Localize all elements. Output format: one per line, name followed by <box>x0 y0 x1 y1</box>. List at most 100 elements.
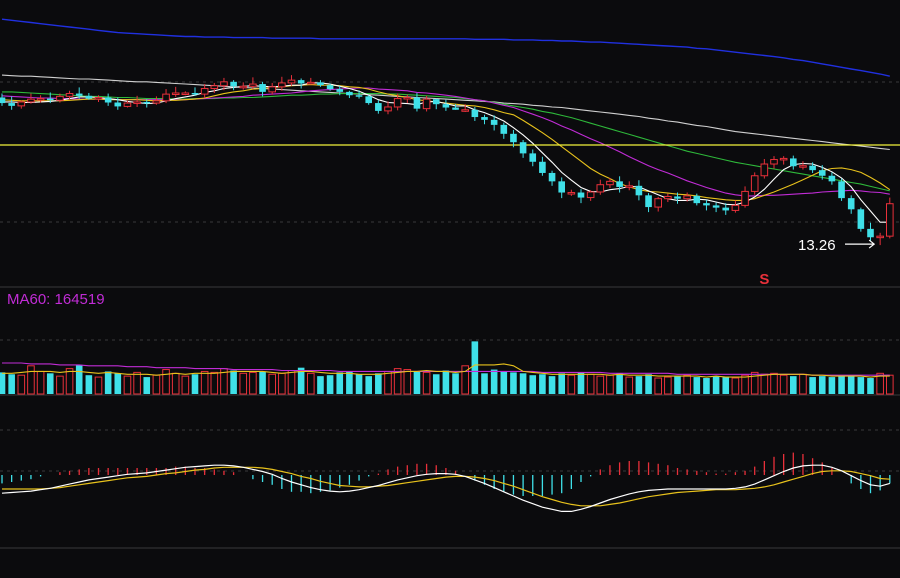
volume-bar <box>529 375 537 394</box>
candle-body <box>46 98 54 101</box>
candle-body <box>56 95 64 101</box>
volume-bar <box>375 373 382 394</box>
candle-body <box>75 93 83 96</box>
candle-body <box>722 207 730 211</box>
volume-bar <box>838 375 845 394</box>
volume-bar <box>876 372 884 395</box>
volume-bar <box>278 372 286 395</box>
candle-body <box>287 79 296 84</box>
volume-bar <box>114 373 122 394</box>
grid-lines <box>0 81 900 549</box>
volume-bar <box>567 374 576 395</box>
candle-body <box>36 98 45 101</box>
candle-body <box>703 203 710 206</box>
candle-body <box>114 102 122 107</box>
volume-bar <box>0 372 6 394</box>
candle-body <box>510 133 517 143</box>
candle-body <box>384 106 392 112</box>
volume-moving-averages <box>2 362 890 378</box>
candle-body <box>731 204 740 211</box>
candle-body <box>65 93 74 97</box>
volume-bar <box>403 369 412 395</box>
candle-body <box>403 96 412 100</box>
candle-body <box>838 181 845 199</box>
candle-body <box>539 161 546 173</box>
arrow-head <box>868 239 876 249</box>
volume-bar <box>152 374 161 395</box>
candle-body <box>355 95 363 97</box>
candle-body <box>712 205 720 208</box>
volume-bar <box>654 377 663 395</box>
volume-bar <box>287 370 296 395</box>
volume-bar <box>596 375 605 395</box>
candle-body <box>143 101 151 104</box>
volume-bar <box>539 374 546 394</box>
candle-body <box>375 103 382 111</box>
candle-body <box>413 97 421 109</box>
candle-body <box>867 228 874 238</box>
volume-bar <box>143 377 151 394</box>
candle-body <box>828 175 836 182</box>
volume-bar <box>191 374 199 394</box>
candle-body <box>230 81 237 87</box>
volume-bar <box>577 372 585 394</box>
candle-body <box>8 103 15 106</box>
candle-body <box>500 124 508 134</box>
volume-bar <box>85 375 93 394</box>
volume-bar <box>828 377 836 394</box>
volume-bar <box>336 372 344 394</box>
candle-body <box>770 159 778 165</box>
volume-bar <box>413 371 421 394</box>
candle-body <box>239 85 248 89</box>
volume-bar <box>123 375 132 395</box>
volume-bars <box>0 341 894 395</box>
volume-bar <box>779 374 788 395</box>
volume-bar <box>181 375 190 395</box>
low-price-arrow-icon <box>845 239 876 249</box>
volume-bar <box>210 371 219 395</box>
candle-body <box>317 82 324 86</box>
volume-bar <box>104 371 112 394</box>
candle-body <box>664 195 672 200</box>
candle-body <box>17 101 26 107</box>
candle-body <box>529 153 537 162</box>
candle-body <box>606 180 614 186</box>
volume-bar <box>750 371 759 395</box>
candle-body <box>432 99 440 105</box>
volume-bar <box>490 369 498 394</box>
volume-bar <box>818 376 826 394</box>
volume-bar <box>452 373 459 394</box>
candle-body <box>191 92 199 95</box>
candle-body <box>481 117 488 120</box>
candle-body <box>181 92 190 95</box>
volume-bar <box>886 374 894 395</box>
candle-body <box>152 100 161 104</box>
ma30-line <box>2 91 890 192</box>
volume-bar <box>741 374 749 395</box>
candle-body <box>760 163 769 177</box>
candle-body <box>596 184 605 193</box>
volume-bar <box>297 367 305 394</box>
volume-bar <box>471 341 479 394</box>
volume-bar <box>760 373 769 395</box>
candle-body <box>654 198 663 208</box>
candle-body <box>123 102 132 107</box>
candle-body <box>741 190 749 206</box>
volume-bar <box>422 371 431 395</box>
candle-body <box>297 80 305 84</box>
volume-bar <box>393 368 402 395</box>
volume-bar <box>703 378 710 394</box>
candle-body <box>94 96 103 100</box>
volume-bar <box>442 370 450 394</box>
volume-bar <box>867 378 874 394</box>
volume-bar <box>645 374 652 394</box>
volume-bar <box>510 372 517 394</box>
ma60-line <box>1 74 890 151</box>
volume-bar <box>635 376 643 394</box>
volume-bar <box>75 364 83 394</box>
candle-body <box>683 195 691 200</box>
candle-body <box>307 81 315 85</box>
candle-body <box>27 98 35 103</box>
volume-bar <box>17 374 26 395</box>
